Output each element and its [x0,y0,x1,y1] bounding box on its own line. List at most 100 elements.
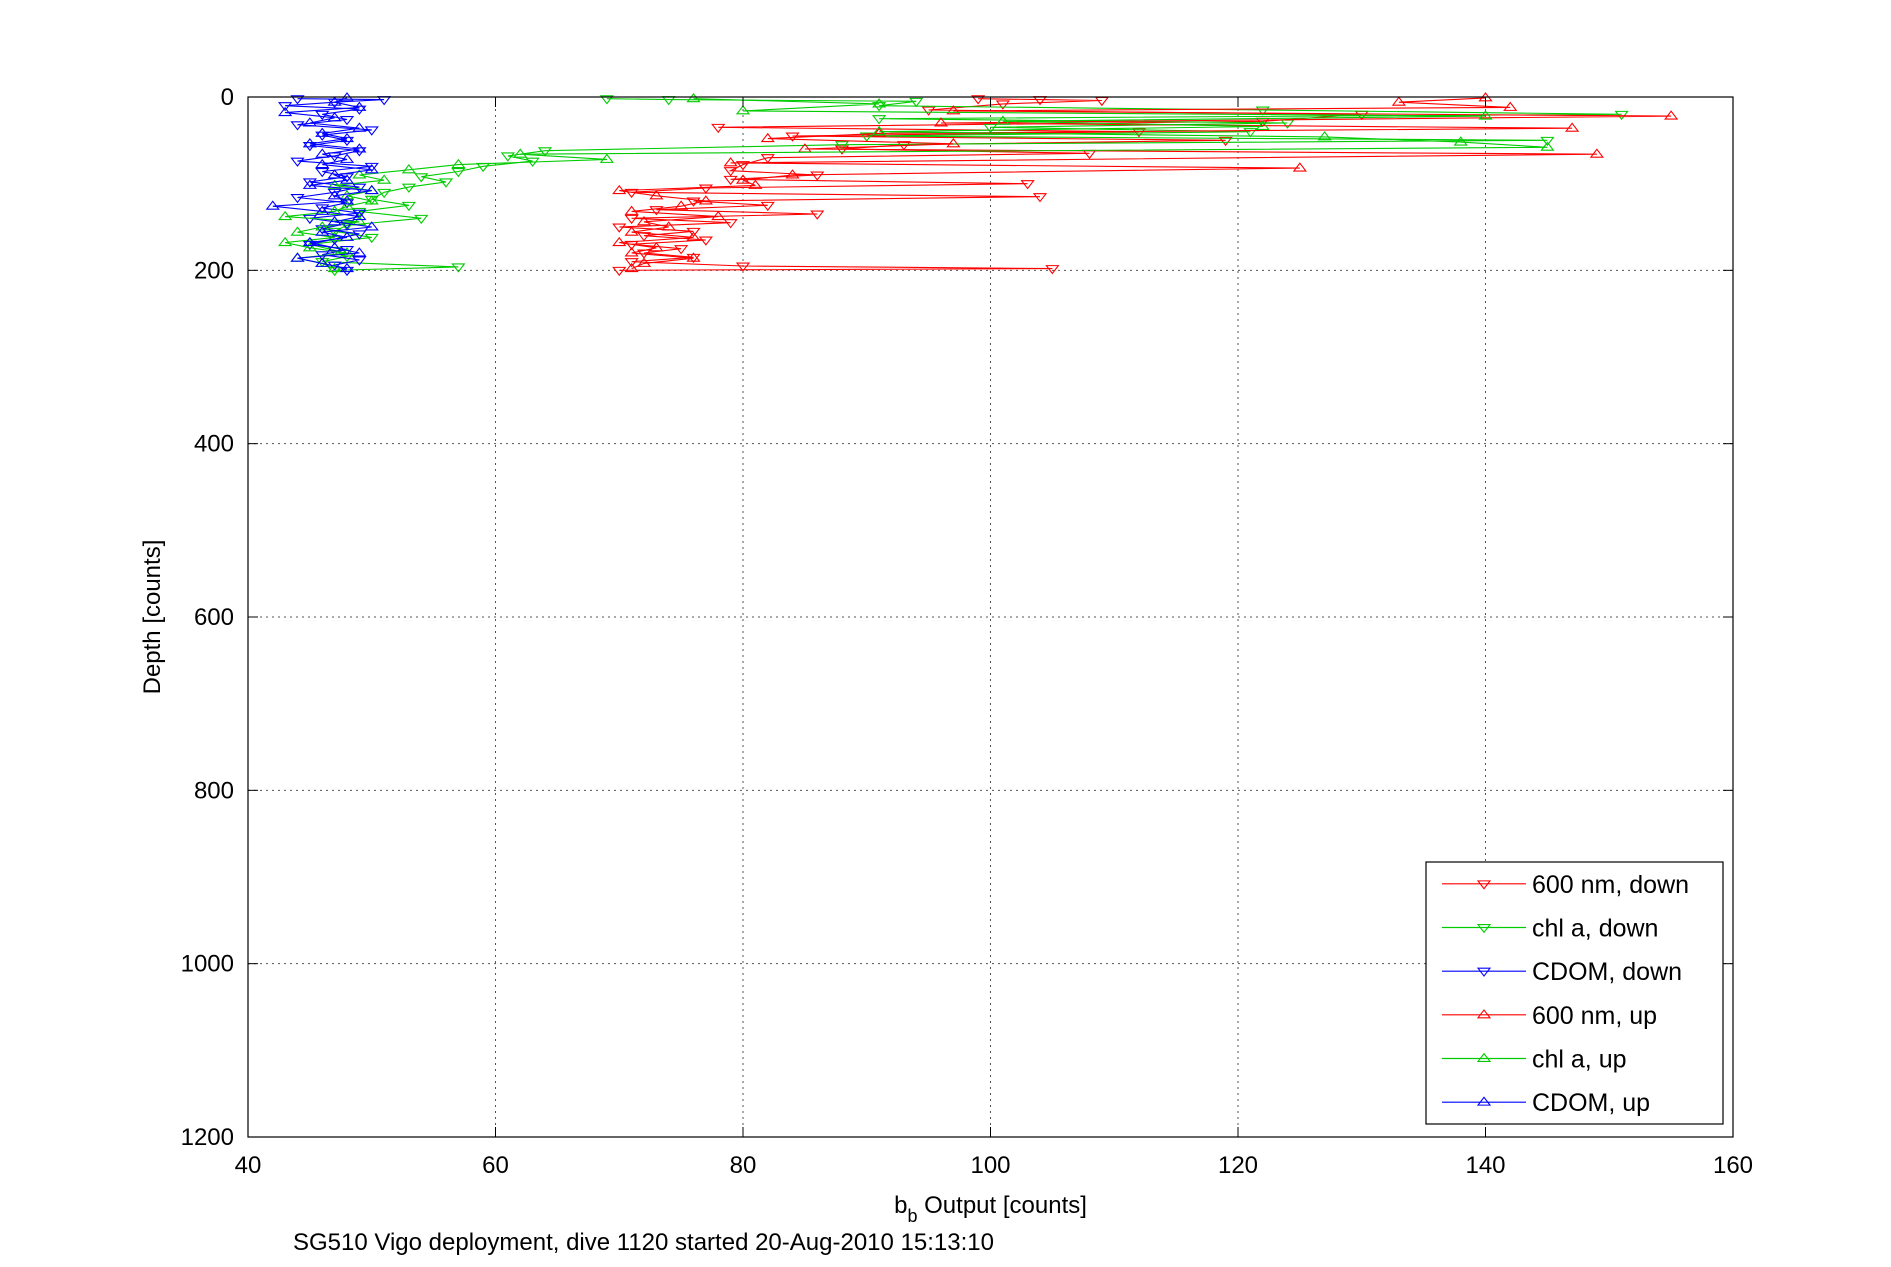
data-point [711,210,726,221]
data-point [872,98,887,108]
data-point [636,257,652,267]
data-point [500,152,515,162]
data-point [302,214,317,225]
x-tick-label: 60 [482,1152,509,1179]
data-point [315,127,330,137]
data-point [339,116,355,126]
data-point [624,258,639,268]
data-point [686,197,701,207]
y-tick-label: 0 [221,84,234,111]
data-point [339,132,355,143]
data-point [612,184,627,195]
data-point [451,168,466,178]
data-point [327,227,342,238]
data-point [748,179,763,189]
data-point [1540,141,1555,151]
data-point [327,242,342,252]
data-point [624,247,639,257]
data-point [834,141,850,151]
legend-label: chl a, down [1532,915,1658,943]
series-line [272,97,372,270]
data-point [327,262,342,273]
data-point [339,221,355,232]
data-point [414,173,429,183]
x-label-rest: Output [counts] [917,1192,1086,1219]
data-point [872,125,887,136]
axis-ticks: 40 60 80 100 120 140 160 0 200 400 600 800 1000 1200 [181,84,1753,1179]
data-point [859,132,874,142]
x-tick-label: 100 [970,1152,1010,1179]
x-tick-label: 40 [235,1152,262,1179]
data-point [327,179,342,189]
data-point [339,200,355,210]
data-point [946,138,961,148]
legend-marker-swatch [1476,1096,1492,1106]
legend-item: chl a, up [1442,1046,1627,1074]
data-point [364,164,379,174]
data-point [315,226,330,236]
data-point [352,230,367,240]
data-point [414,214,429,225]
legend-label: CDOM, up [1532,1089,1650,1117]
data-point [698,236,713,246]
data-point [612,266,627,277]
data-point [1478,110,1493,120]
legend: 600 nm, down chl a, down CDOM, down 600 nm,… [1425,861,1724,1125]
data-point [339,262,355,273]
data-point [810,171,825,181]
series-4 [278,92,1555,273]
data-point [723,219,738,229]
data-point [1218,136,1233,147]
series-5 [265,92,379,273]
data-point [315,221,330,231]
data-point [921,106,936,116]
legend-box [1425,861,1724,1125]
legend-marker-swatch [1476,923,1492,934]
legend-marker-swatch [1476,1052,1492,1063]
data-point [723,175,738,186]
data-point [686,227,701,238]
data-point [339,195,355,205]
data-point [674,245,689,255]
data-point [364,195,379,205]
y-tick-label: 1200 [181,1124,234,1151]
legend-marker-swatch [1476,1009,1492,1019]
data-point [1020,180,1035,190]
data-point [302,138,317,148]
data-point [401,201,416,212]
data-point [278,102,293,112]
data-point [327,205,342,215]
data-point [265,200,280,210]
data-point [785,169,800,179]
data-point [315,204,330,214]
data-point [624,226,639,236]
series-line [284,98,1548,270]
data-point [302,242,317,252]
data-point [723,157,738,167]
data-point [339,153,355,163]
data-point [327,190,342,200]
data-point [352,210,367,221]
data-point [735,174,751,184]
legend-marker-swatch [1476,880,1492,890]
data-point [302,179,317,189]
data-point [1243,128,1258,138]
data-point [352,143,367,153]
y-tick-label: 800 [194,777,234,804]
data-point [1664,110,1679,120]
data-point [674,200,689,210]
data-point [278,236,293,247]
legend-item: 600 nm, up [1442,1002,1657,1030]
data-point [339,231,355,241]
data-point [377,188,392,199]
data-point [686,252,701,262]
data-point [339,247,355,257]
data-point [735,105,751,115]
data-point [352,247,367,257]
data-point [612,223,627,233]
data-point [909,97,924,108]
data-point [352,122,367,132]
data-point [401,164,416,174]
data-point [352,169,367,179]
